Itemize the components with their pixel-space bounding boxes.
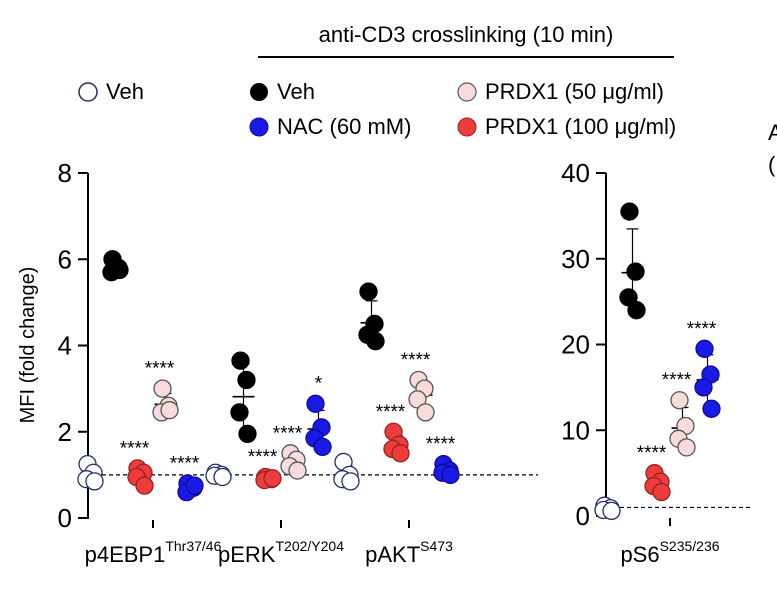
data-point-veh <box>366 332 385 351</box>
x-label-sup: Thr37/46 <box>165 538 221 554</box>
legend-label-veh: Veh <box>277 79 315 104</box>
y-axis-label: MFI (fold change) <box>17 267 39 424</box>
x-label-main: pERK <box>218 542 276 567</box>
data-point-prdx100 <box>391 444 410 463</box>
x-label-main: pAKT <box>365 542 420 567</box>
y-tick-label: 20 <box>561 330 590 360</box>
x-label-sup: T202/Y204 <box>275 538 344 554</box>
data-point-nac <box>441 465 460 485</box>
legend-label-nac: NAC (60 mM) <box>277 114 411 139</box>
data-point-veh <box>359 282 378 301</box>
edge-fragment-paren: ( <box>768 152 776 177</box>
legend-label-prdx50: PRDX1 (50 μg/ml) <box>485 79 664 104</box>
y-tick-label: 0 <box>576 501 590 531</box>
legend-marker-prdx100 <box>457 117 477 137</box>
significance-stars: **** <box>376 402 406 423</box>
data-point-veh <box>231 351 250 370</box>
legend-label-prdx100: PRDX1 (100 μg/ml) <box>485 114 676 139</box>
x-tick-label: pERKT202/Y204 <box>218 538 344 567</box>
significance-stars: **** <box>273 423 303 444</box>
x-label-sup: S235/236 <box>660 538 720 554</box>
data-point-prdx100 <box>263 469 282 488</box>
data-point-nac <box>702 399 721 418</box>
data-point-veh <box>620 202 639 221</box>
x-label-main: pS6 <box>620 542 659 567</box>
data-point-prdx100 <box>135 476 154 495</box>
data-point-nac <box>306 394 325 413</box>
x-tick-label: p4EBP1Thr37/46 <box>85 538 222 567</box>
significance-stars: **** <box>145 359 175 380</box>
significance-stars: **** <box>637 443 667 464</box>
y-tick-label: 8 <box>58 158 72 188</box>
data-point-veh-unstim <box>341 472 360 491</box>
data-point-nac <box>695 339 714 358</box>
data-point-veh <box>237 370 256 390</box>
x-label-sup: S473 <box>420 538 453 554</box>
significance-stars: * <box>315 374 323 395</box>
y-tick-label: 40 <box>561 158 590 188</box>
data-point-nac <box>694 378 713 397</box>
data-point-prdx50 <box>416 403 435 422</box>
legend-marker-veh-unstim <box>78 82 98 102</box>
data-point-veh <box>627 301 646 320</box>
significance-stars: **** <box>662 370 692 391</box>
legend-marker-prdx50 <box>457 82 477 102</box>
significance-stars: **** <box>170 454 200 475</box>
legend-marker-veh <box>250 83 268 101</box>
legend-label-veh-unstim: Veh <box>106 79 144 104</box>
y-tick-label: 10 <box>561 415 590 445</box>
data-point-veh <box>110 260 129 280</box>
data-point-prdx100 <box>652 482 671 502</box>
y-tick-label: 30 <box>561 244 590 274</box>
legend-marker-nac <box>249 117 269 137</box>
panel-right: 0 10 20 30 40 pS6S235/236 **** **** **** <box>561 158 750 567</box>
condition-label: anti-CD3 crosslinking (10 min) <box>319 22 614 47</box>
data-point-prdx50 <box>288 461 307 480</box>
data-point-veh-unstim <box>213 467 232 487</box>
data-point-prdx50 <box>153 379 172 398</box>
x-tick-label: pS6S235/236 <box>620 538 719 567</box>
data-point-nac <box>313 437 332 456</box>
data-point-prdx50 <box>670 391 689 410</box>
data-point-prdx50 <box>677 438 696 457</box>
data-point-veh-unstim <box>85 472 104 491</box>
edge-fragment-a: A <box>768 120 777 145</box>
data-point-nac <box>185 476 204 495</box>
data-point-veh <box>230 403 249 422</box>
y-tick-label: 2 <box>58 417 72 447</box>
y-tick-label: 0 <box>58 503 72 533</box>
significance-stars: **** <box>120 438 150 459</box>
data-point-veh <box>626 262 645 281</box>
panel-left: 0 2 4 6 8 p4EBP1Thr37/46 **** **** **** pERKT202/… <box>58 158 538 567</box>
legend: Veh Veh NAC (60 mM) PRDX1 (50 μg/ml) PRD… <box>78 79 676 139</box>
data-point-veh <box>238 424 257 444</box>
y-tick-label: 6 <box>58 244 72 274</box>
significance-stars: **** <box>687 319 717 340</box>
data-point-veh-unstim <box>602 501 621 521</box>
x-label-main: p4EBP1 <box>85 542 166 567</box>
significance-stars: **** <box>401 350 431 371</box>
significance-stars: **** <box>426 434 456 455</box>
x-tick-label: pAKTS473 <box>365 538 453 567</box>
significance-stars: **** <box>248 447 278 468</box>
y-tick-label: 4 <box>58 331 72 361</box>
data-point-prdx50 <box>160 401 179 420</box>
